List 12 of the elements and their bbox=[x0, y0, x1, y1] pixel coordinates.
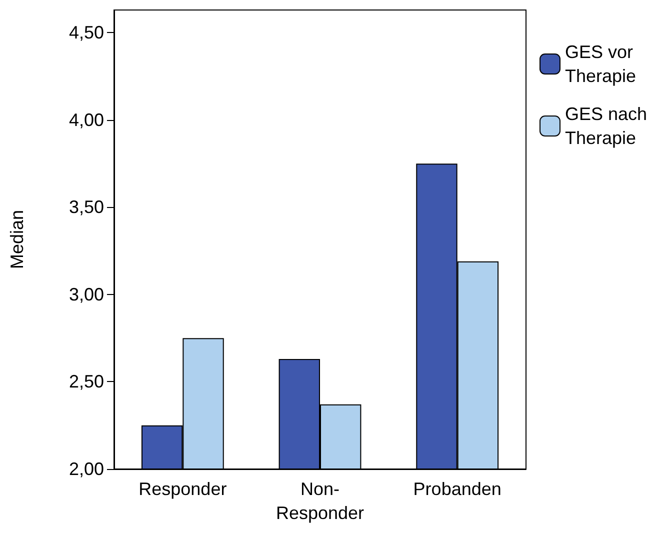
legend-label: GES vor Therapie bbox=[565, 42, 638, 86]
x-tick-label: Responder bbox=[138, 479, 227, 499]
y-tick-label: 4,50 bbox=[68, 22, 104, 43]
x-tick-label: Non-Responder bbox=[276, 479, 364, 523]
y-axis-title: Median bbox=[7, 210, 27, 270]
y-tick-label: 3,50 bbox=[68, 197, 104, 218]
legend-label: GES nach Therapie bbox=[565, 104, 652, 148]
y-tick-label: 3,00 bbox=[68, 284, 104, 304]
y-tick-label: 4,00 bbox=[68, 110, 104, 130]
x-tick-label: Probanden bbox=[413, 479, 502, 499]
y-tick-label: 2,50 bbox=[68, 372, 104, 392]
y-tick-label: 2,00 bbox=[68, 459, 104, 479]
